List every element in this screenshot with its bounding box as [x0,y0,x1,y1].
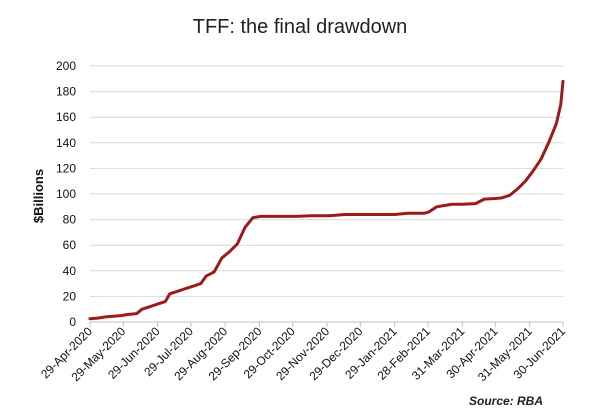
y-tick-label: 120 [56,161,76,175]
y-tick-label: 20 [63,289,77,303]
y-tick-label: 160 [56,110,76,124]
y-tick-label: 180 [56,85,76,99]
gridlines [90,65,563,297]
y-tick-label: 60 [63,238,77,252]
y-tick-label: 200 [56,59,76,73]
x-axis: 29-Apr-202029-May-202029-Jun-202029-Jul-… [38,321,568,384]
y-tick-label: 100 [56,187,76,201]
y-tick-label: 0 [69,315,76,329]
y-axis-label: $Billions [31,169,46,223]
y-tick-label: 80 [63,213,77,227]
series-layer [88,79,565,321]
chart-title: TFF: the final drawdown [193,16,408,38]
y-tick-label: 40 [63,264,77,278]
y-tick-label: 140 [56,136,76,150]
series-line [88,79,565,321]
source-note: Source: RBA [469,394,543,408]
y-axis: 0 20 40 60 80 100 120 140 160 180 200 [56,59,76,329]
